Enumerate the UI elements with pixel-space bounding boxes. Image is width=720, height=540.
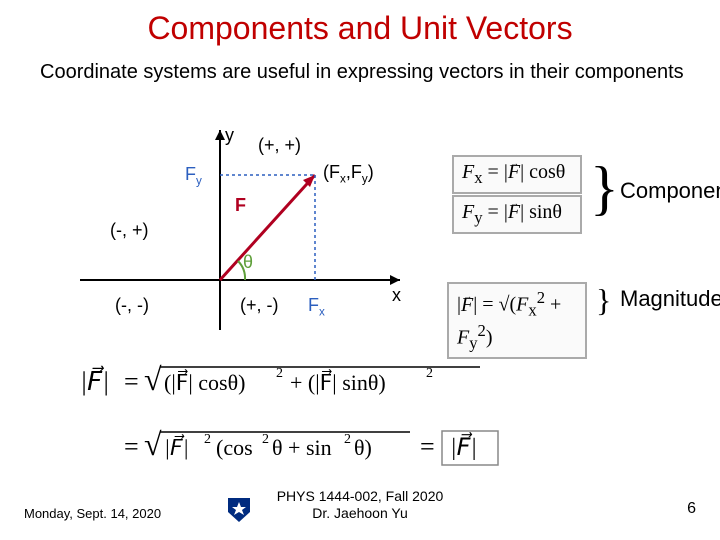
- svg-text:+ (|F⃗| sinθ): + (|F⃗| sinθ): [290, 369, 386, 395]
- svg-text:=: =: [124, 432, 139, 461]
- svg-text:(|F⃗| cosθ): (|F⃗| cosθ): [164, 369, 245, 395]
- formula-fy-box: Fy = |F→| sinθ: [452, 195, 582, 234]
- svg-text:√: √: [144, 426, 162, 462]
- svg-text:=: =: [124, 367, 139, 396]
- formula-fx-box: Fx = |F→| cosθ: [452, 155, 582, 194]
- quadrant-pm: (+, -): [240, 295, 279, 316]
- svg-text:2: 2: [276, 366, 283, 381]
- slide-title: Components and Unit Vectors: [0, 10, 720, 47]
- y-axis-label: y: [225, 125, 234, 146]
- point-label: (Fx,Fy): [323, 162, 374, 186]
- x-axis-label: x: [392, 285, 401, 306]
- formula-mag-box: |F→| = √(Fx2 + Fy2): [447, 282, 587, 359]
- force-vector: [220, 175, 315, 280]
- y-axis-arrow: [215, 130, 225, 140]
- quadrant-mp: (-, +): [110, 220, 149, 241]
- svg-text:√: √: [144, 361, 162, 397]
- svg-text:|F⃗|: |F⃗|: [450, 432, 477, 461]
- brace-components-label: Components: [620, 178, 720, 204]
- quadrant-pp: (+, +): [258, 135, 301, 156]
- derivation-equation: |F⃗| = √ (|F⃗| cosθ) 2 + (|F⃗| sinθ) 2 =…: [80, 355, 580, 490]
- svg-text:2: 2: [204, 432, 211, 447]
- svg-text:2: 2: [344, 432, 351, 447]
- brace-magnitude: }: [596, 284, 611, 316]
- svg-text:2: 2: [426, 366, 433, 381]
- brace-magnitude-label: Magnitude: [620, 286, 720, 312]
- slide-subtitle: Coordinate systems are useful in express…: [40, 60, 690, 85]
- svg-text:(cos: (cos: [216, 435, 253, 460]
- quadrant-mm: (-, -): [115, 295, 149, 316]
- svg-text:θ + sin: θ + sin: [272, 435, 332, 460]
- f-vector-label: F: [235, 195, 246, 216]
- footer-center: PHYS 1444-002, Fall 2020 Dr. Jaehoon Yu: [0, 488, 720, 522]
- footer-page-number: 6: [687, 500, 696, 518]
- brace-components: }: [590, 158, 619, 218]
- theta-label: θ: [243, 252, 253, 273]
- fy-label: Fy: [185, 164, 202, 188]
- svg-text:2: 2: [262, 432, 269, 447]
- svg-text:|F⃗|: |F⃗|: [164, 434, 189, 460]
- x-axis-arrow: [390, 275, 400, 285]
- svg-text:|F⃗|: |F⃗|: [80, 365, 109, 396]
- slide: { "title": "Components and Unit Vectors"…: [0, 0, 720, 540]
- svg-text:θ): θ): [354, 435, 372, 460]
- svg-text:=: =: [420, 432, 435, 461]
- fx-label: Fx: [308, 295, 325, 319]
- vector-diagram: y x (+, +) (-, +) (-, -) (+, -) Fy Fx F …: [60, 120, 420, 340]
